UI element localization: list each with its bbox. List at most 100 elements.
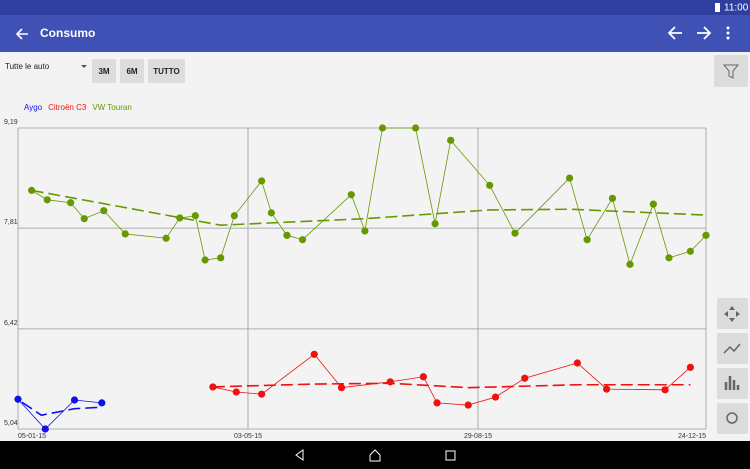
data-point	[573, 359, 581, 367]
data-point	[447, 136, 455, 144]
data-point	[411, 124, 420, 132]
bar-button[interactable]	[717, 368, 748, 399]
app-title: Consumo	[40, 26, 95, 40]
series-line	[212, 353, 691, 406]
data-point	[337, 384, 346, 392]
data-point	[258, 390, 266, 398]
data-point	[603, 385, 611, 393]
data-point	[521, 374, 529, 382]
x-tick-label: 24-12-15	[678, 433, 706, 440]
data-point	[70, 396, 79, 404]
data-point	[608, 194, 617, 202]
data-point	[649, 200, 657, 208]
data-point	[258, 177, 266, 185]
data-point	[191, 212, 199, 220]
data-point	[217, 254, 225, 262]
locate-icon	[726, 412, 738, 424]
data-point	[283, 231, 291, 239]
nav-back[interactable]	[295, 449, 304, 461]
car-dropdown[interactable]: Tutte le auto	[5, 62, 50, 71]
menu-button[interactable]	[726, 26, 730, 40]
nav-bar	[0, 441, 750, 469]
nav-home[interactable]	[369, 449, 381, 462]
data-point	[686, 363, 695, 371]
data-point	[41, 425, 49, 433]
y-tick-label: 9,19	[4, 119, 18, 126]
data-point	[298, 236, 307, 244]
data-point	[361, 227, 369, 235]
data-point	[565, 174, 574, 182]
trend-line	[31, 189, 707, 226]
data-point	[511, 229, 519, 237]
data-point	[176, 214, 184, 222]
trend-line	[21, 401, 102, 417]
filter-button[interactable]	[714, 55, 748, 87]
pan-icon	[724, 306, 740, 322]
data-point	[43, 196, 51, 204]
data-point	[486, 181, 494, 189]
app-bar	[0, 15, 750, 52]
series-line	[17, 398, 102, 430]
filter-icon	[722, 64, 740, 79]
data-point	[661, 386, 669, 394]
data-point	[310, 350, 318, 358]
data-point	[67, 199, 75, 207]
prev-button[interactable]	[667, 26, 682, 40]
x-tick-label: 03-05-15	[234, 433, 262, 440]
back-button[interactable]	[15, 28, 28, 40]
data-point	[121, 230, 129, 238]
status-time: 11:00	[724, 3, 749, 14]
data-point	[100, 207, 108, 215]
data-point	[491, 393, 500, 401]
data-point	[702, 231, 710, 239]
period-button[interactable]	[120, 59, 144, 83]
data-point	[433, 399, 441, 407]
data-point	[98, 399, 106, 407]
data-point	[583, 236, 591, 244]
data-point	[162, 234, 170, 242]
data-point	[232, 388, 240, 396]
data-point	[378, 124, 387, 132]
y-tick-label: 5,04	[4, 420, 18, 427]
series-line	[31, 127, 707, 266]
period-button[interactable]	[92, 59, 116, 83]
period-label[interactable]: 6M	[126, 67, 137, 76]
x-tick-label: 05-01-15	[18, 433, 46, 440]
data-point	[431, 220, 439, 228]
data-point	[665, 254, 673, 262]
locate-button[interactable]	[717, 403, 748, 434]
legend-entry: Citroën C3	[48, 103, 87, 112]
status-bar	[0, 0, 750, 15]
period-label[interactable]: 3M	[98, 67, 109, 76]
trend-line	[212, 382, 691, 389]
data-point	[419, 373, 427, 381]
battery-icon	[715, 3, 720, 12]
next-button[interactable]	[697, 26, 712, 40]
data-point	[267, 209, 275, 217]
data-point	[80, 215, 88, 223]
nav-recents[interactable]	[445, 450, 456, 461]
data-point	[347, 191, 355, 199]
data-point	[230, 212, 238, 220]
legend-entry: VW Touran	[92, 103, 131, 112]
data-point	[28, 186, 36, 194]
data-point	[464, 401, 472, 409]
data-point	[386, 378, 394, 386]
data-point	[201, 256, 209, 264]
data-point	[14, 395, 22, 403]
legend-entry: Aygo	[24, 103, 43, 112]
y-tick-label: 6,42	[4, 320, 18, 327]
chart: 5,04 6,42 7,81 9,19 05-01-15 03-05-15 29-08-15…	[4, 103, 710, 440]
x-tick-label: 29-08-15	[464, 433, 492, 440]
period-label[interactable]: TUTTO	[153, 67, 180, 76]
data-point	[209, 383, 217, 391]
dropdown-arrow[interactable]	[81, 65, 87, 68]
bar-icon	[724, 376, 740, 390]
trend-icon	[723, 343, 741, 354]
period-button[interactable]	[148, 59, 185, 83]
data-point	[686, 247, 695, 255]
data-point	[626, 260, 634, 268]
pan-button[interactable]	[717, 298, 748, 329]
side-tools	[717, 298, 748, 434]
